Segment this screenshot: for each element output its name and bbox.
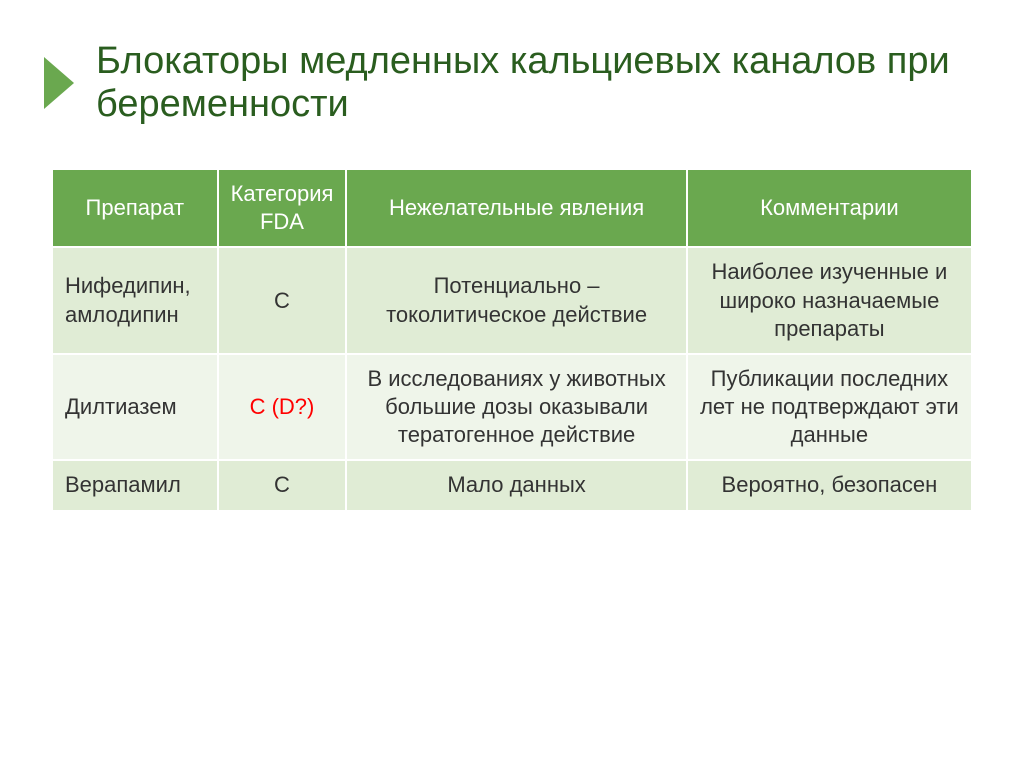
table-row: Нифедипин, амлодипин С Потенциально – то… [52, 247, 972, 353]
cell-adverse: Потенциально – токолитическое действие [346, 247, 686, 353]
cell-adverse: В исследованиях у животных большие дозы … [346, 354, 686, 460]
drug-table-container: Препарат Категория FDA Нежелательные явл… [50, 167, 974, 512]
table-row: Верапамил С Мало данных Вероятно, безопа… [52, 460, 972, 510]
page-title: Блокаторы медленных кальциевых каналов п… [96, 40, 974, 125]
table-head: Препарат Категория FDA Нежелательные явл… [52, 169, 972, 247]
cell-category: С [218, 460, 347, 510]
slide: Блокаторы медленных кальциевых каналов п… [0, 0, 1024, 767]
header-adverse: Нежелательные явления [346, 169, 686, 247]
drug-table: Препарат Категория FDA Нежелательные явл… [51, 168, 973, 511]
cell-adverse: Мало данных [346, 460, 686, 510]
cell-comment: Публикации последних лет не подтверждают… [687, 354, 972, 460]
cell-comment: Вероятно, безопасен [687, 460, 972, 510]
header-category: Категория FDA [218, 169, 347, 247]
cell-comment: Наиболее изученные и широко назначаемые … [687, 247, 972, 353]
chevron-right-icon [44, 57, 74, 109]
title-area: Блокаторы медленных кальциевых каналов п… [50, 40, 974, 125]
cell-drug: Верапамил [52, 460, 218, 510]
cell-category: С [218, 247, 347, 353]
header-comment: Комментарии [687, 169, 972, 247]
table-row: Дилтиазем С (D?) В исследованиях у живот… [52, 354, 972, 460]
table-body: Нифедипин, амлодипин С Потенциально – то… [52, 247, 972, 510]
cell-drug: Нифедипин, амлодипин [52, 247, 218, 353]
header-row: Препарат Категория FDA Нежелательные явл… [52, 169, 972, 247]
header-drug: Препарат [52, 169, 218, 247]
cell-drug: Дилтиазем [52, 354, 218, 460]
cell-category: С (D?) [218, 354, 347, 460]
